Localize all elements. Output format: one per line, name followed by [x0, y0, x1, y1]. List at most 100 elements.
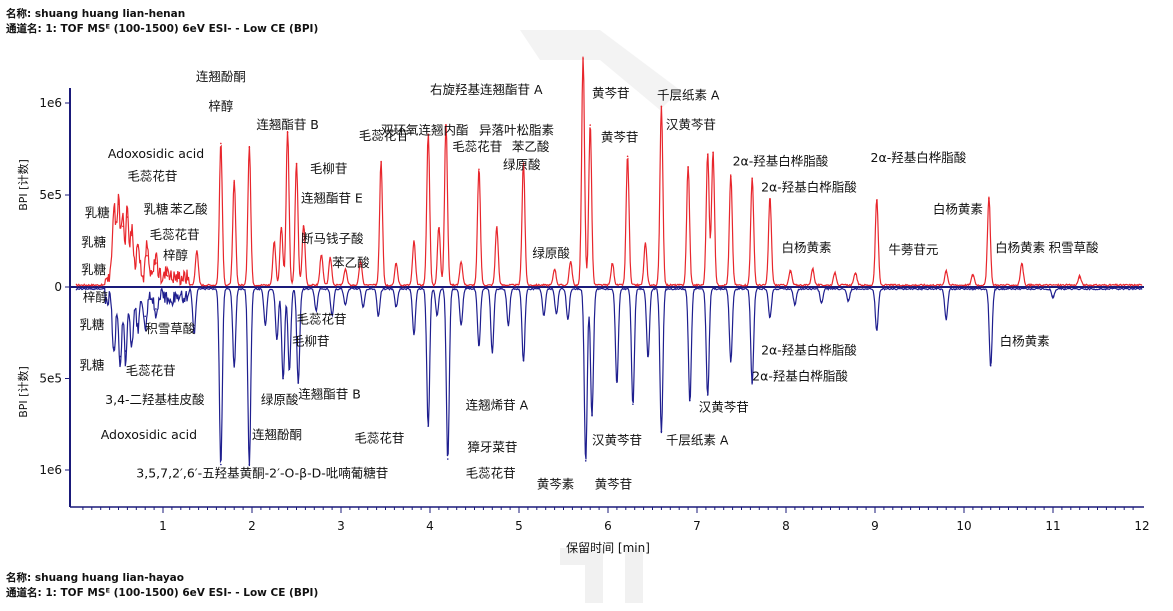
peak-annotation-top: 黄芩苷: [592, 85, 630, 100]
peak-annotation-top: 苯乙酸: [170, 201, 208, 216]
peak-point-top: [438, 227, 440, 229]
peak-point-top: [295, 162, 298, 165]
name-label: 名称:: [6, 8, 32, 20]
peak-annotation-top: 苯乙酸: [512, 139, 550, 154]
peak-point-top: [427, 133, 430, 136]
peak-point-top: [359, 262, 362, 264]
peak-annotation-top: 乳糖: [81, 262, 107, 277]
peak-annotation-top: 乳糖: [81, 235, 107, 250]
peak-annotation-top: 双环氧连翘内酯: [381, 122, 469, 137]
peak-point-top: [380, 161, 382, 163]
peak-point-top: [644, 243, 647, 246]
peak-annotation-bottom: 汉黄芩苷: [699, 399, 749, 414]
peak-annotation-bottom: 毛蕊花苷: [354, 431, 404, 446]
peak-point-top: [286, 131, 289, 134]
peak-point-bottom: [794, 302, 796, 305]
y-tick-label: 5e5: [39, 188, 62, 202]
peak-point-top: [302, 225, 305, 228]
peak-annotation-top: 牛蒡苷元: [888, 242, 938, 257]
peak-point-bottom: [264, 322, 267, 325]
peak-annotation-top: 黄芩苷: [601, 130, 639, 145]
peak-annotation-bottom: 3,4-二羟基桂皮酸: [105, 392, 205, 407]
peak-point-top: [611, 264, 614, 266]
peak-point-top: [769, 197, 771, 200]
peak-point-top: [478, 168, 480, 171]
x-tick-label: 4: [426, 519, 434, 533]
series-top-trace: [75, 56, 1143, 288]
peak-annotation-top: 白杨黄素: [933, 201, 983, 216]
peak-annotation-bottom: 黄芩苷: [595, 476, 633, 491]
peak-annotation-top: 白杨黄素: [995, 240, 1045, 255]
peak-point-bottom: [144, 315, 146, 318]
peak-annotation-top: 2α-羟基白桦脂酸: [733, 154, 829, 169]
sample-name-bottom: 名称: shuang huang lian-hayao: [6, 570, 184, 585]
peak-annotation-bottom: 千层纸素 A: [666, 432, 729, 447]
peak-annotation-bottom: 梓醇: [83, 290, 108, 305]
peak-point-top: [196, 251, 198, 253]
peak-point-bottom: [413, 331, 415, 334]
peak-point-top: [660, 105, 663, 108]
peak-annotation-bottom: 绿原酸: [261, 392, 299, 407]
peak-point-top: [1078, 277, 1081, 279]
peak-point-bottom: [632, 403, 634, 405]
peak-point-bottom: [769, 315, 771, 318]
peak-point-top: [789, 271, 792, 274]
peak-point-bottom: [362, 304, 365, 307]
peak-point-top: [395, 264, 397, 266]
peak-point-top: [495, 227, 498, 229]
peak-point-top: [155, 262, 157, 264]
peak-point-bottom: [591, 414, 593, 416]
peak-point-top: [320, 254, 323, 257]
peak-point-top: [972, 275, 974, 277]
peak-point-bottom: [233, 364, 235, 367]
peak-point-top: [553, 269, 556, 272]
peak-point-bottom: [377, 313, 380, 316]
peak-annotation-top: 积雪草酸: [1049, 240, 1100, 255]
peak-point-bottom: [193, 331, 195, 334]
y-tick-label: 0: [54, 280, 62, 294]
peak-point-bottom: [555, 311, 558, 314]
peak-point-bottom: [282, 377, 284, 380]
peak-annotation-top: 毛蕊花苷: [150, 227, 200, 242]
name-label: 名称:: [6, 572, 32, 584]
peak-annotation-top: 毛柳苷: [310, 161, 348, 176]
x-axis-label: 保留时间 [min]: [566, 541, 650, 555]
peak-point-bottom: [113, 346, 115, 349]
peak-annotation-top: 连翘酯苷 B: [256, 117, 319, 132]
peak-point-bottom: [119, 355, 122, 358]
peak-point-top: [582, 58, 584, 60]
peak-point-bottom: [395, 304, 397, 307]
peak-point-bottom: [331, 313, 333, 316]
x-tick-label: 12: [1134, 519, 1149, 533]
peak-point-top: [233, 181, 235, 183]
peak-point-bottom: [220, 463, 222, 466]
peak-annotation-bottom: 毛蕊花苷: [126, 363, 176, 378]
peak-point-bottom: [847, 299, 850, 301]
peak-point-top: [875, 199, 878, 202]
peak-point-top: [687, 166, 689, 169]
peak-point-top: [626, 155, 629, 158]
peak-point-top: [811, 269, 814, 272]
peak-annotation-top: 毛蕊花苷: [127, 168, 177, 183]
peak-point-bottom: [543, 313, 545, 316]
peak-annotation-bottom: 汉黄芩苷: [592, 432, 642, 447]
peak-point-top: [712, 151, 714, 154]
peak-point-top: [126, 216, 129, 218]
channel-name-top: 通道名: 1: TOF MSᴱ (100-1500) 6eV ESI- - Lo…: [6, 21, 318, 36]
peak-annotation-top: 绿原酸: [532, 246, 570, 261]
channel-label: 通道名:: [6, 587, 42, 599]
peak-annotation-bottom: 毛柳苷: [292, 334, 330, 349]
peak-point-bottom: [288, 368, 291, 371]
x-tick-label: 9: [871, 519, 879, 533]
channel-value: 1: TOF MSᴱ (100-1500) 6eV ESI- - Low CE …: [45, 587, 319, 599]
peak-point-bottom: [248, 463, 251, 466]
y-tick-label: 5e5: [39, 372, 62, 386]
peak-point-top: [113, 210, 115, 213]
peak-point-bottom: [751, 381, 753, 383]
peak-point-bottom: [276, 337, 278, 340]
peak-point-top: [730, 175, 732, 178]
peak-annotation-top: 毛蕊花苷: [452, 139, 502, 154]
peak-annotation-bottom: 连翘烯苷 A: [466, 398, 529, 413]
peak-annotation-top: 白杨黄素: [782, 240, 832, 255]
peak-point-top: [569, 262, 572, 264]
